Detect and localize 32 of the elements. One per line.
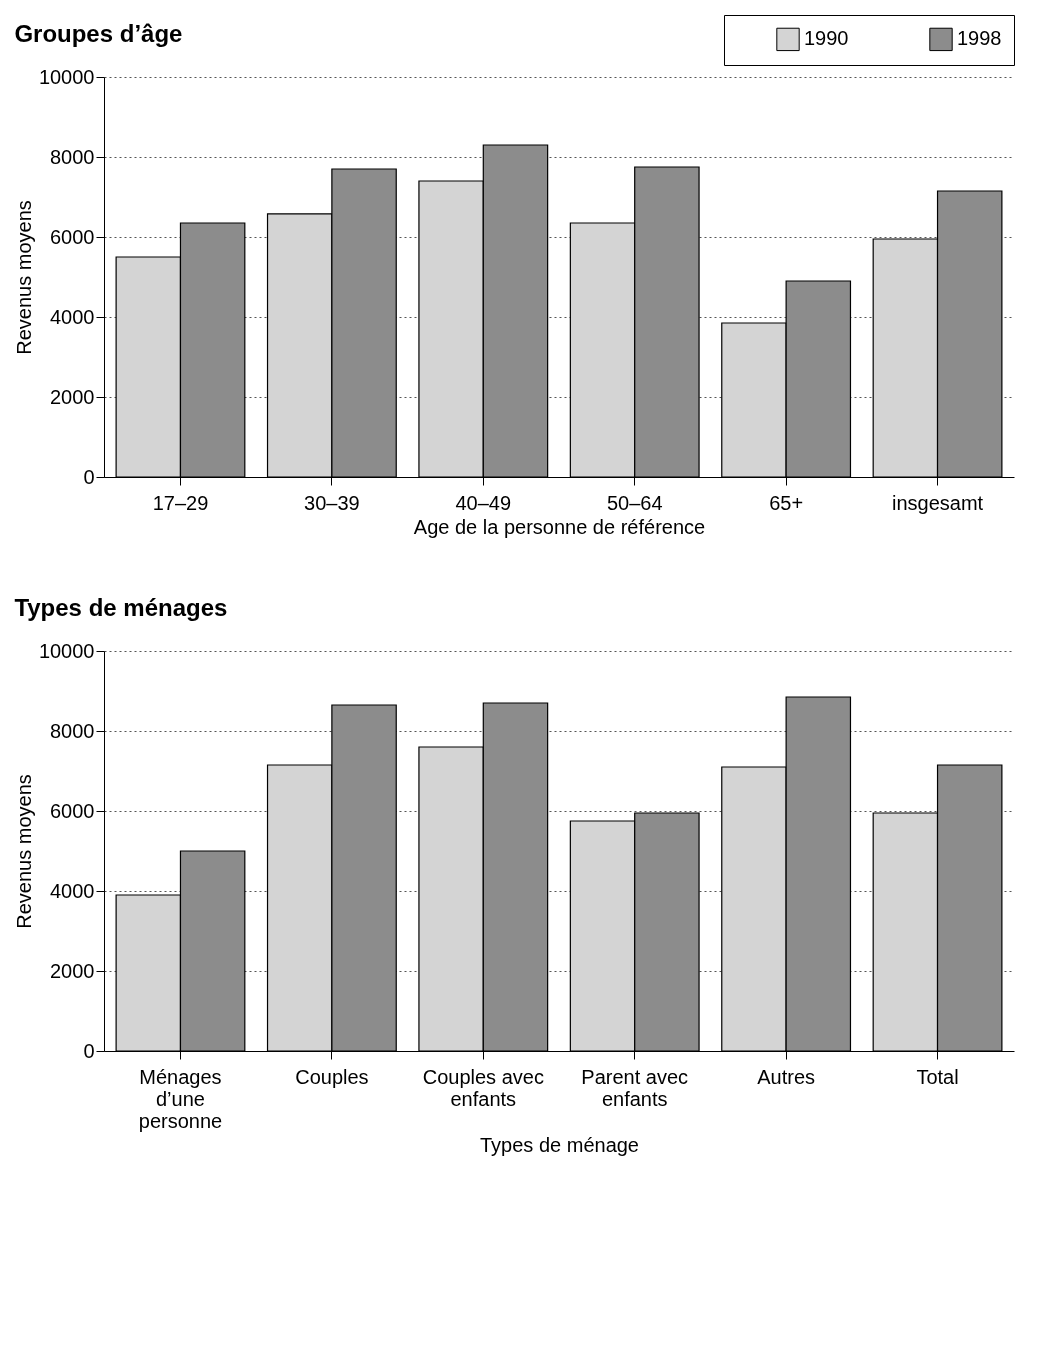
x-tick-label: 17–29: [152, 491, 209, 514]
y-tick-label: 2000: [50, 959, 95, 982]
y-axis-title: Revenus moyens: [12, 774, 35, 929]
x-axis-title: Types de ménage: [480, 1133, 639, 1156]
y-tick-label: 0: [83, 1039, 95, 1062]
y-tick-label: 6000: [50, 225, 95, 248]
y-axis-title: Revenus moyens: [12, 200, 35, 355]
x-tick-label: Couples avec enfants: [422, 1065, 544, 1110]
x-tick-label: 65+: [769, 491, 804, 514]
chart-title: Types de ménages: [14, 594, 228, 621]
y-tick-label: 10000: [38, 65, 95, 88]
x-tick-label: Autres: [757, 1065, 816, 1088]
x-tick-label: Ménages d’une personne: [138, 1065, 223, 1132]
x-tick-label: Couples: [295, 1065, 369, 1088]
x-tick-label: Parent avec enfants: [581, 1065, 689, 1110]
legend-label: 1998: [957, 27, 1002, 50]
y-tick-label: 6000: [50, 799, 95, 822]
chart-title: Groupes d’âge: [14, 20, 183, 47]
x-tick-label: Total: [916, 1065, 959, 1088]
x-axis-title: Age de la personne de référence: [413, 515, 706, 538]
y-tick-label: 2000: [50, 385, 95, 408]
y-tick-label: 8000: [50, 719, 95, 742]
legend-label: 1990: [804, 27, 849, 50]
x-tick-label: 30–39: [304, 491, 360, 514]
y-tick-label: 0: [83, 465, 95, 488]
y-tick-label: 4000: [50, 305, 95, 328]
x-tick-label: insgesamt: [891, 491, 984, 514]
y-tick-label: 8000: [50, 145, 95, 168]
x-tick-label: 50–64: [606, 491, 663, 514]
y-tick-label: 4000: [50, 879, 95, 902]
y-tick-label: 10000: [38, 639, 95, 662]
x-tick-label: 40–49: [455, 491, 512, 514]
